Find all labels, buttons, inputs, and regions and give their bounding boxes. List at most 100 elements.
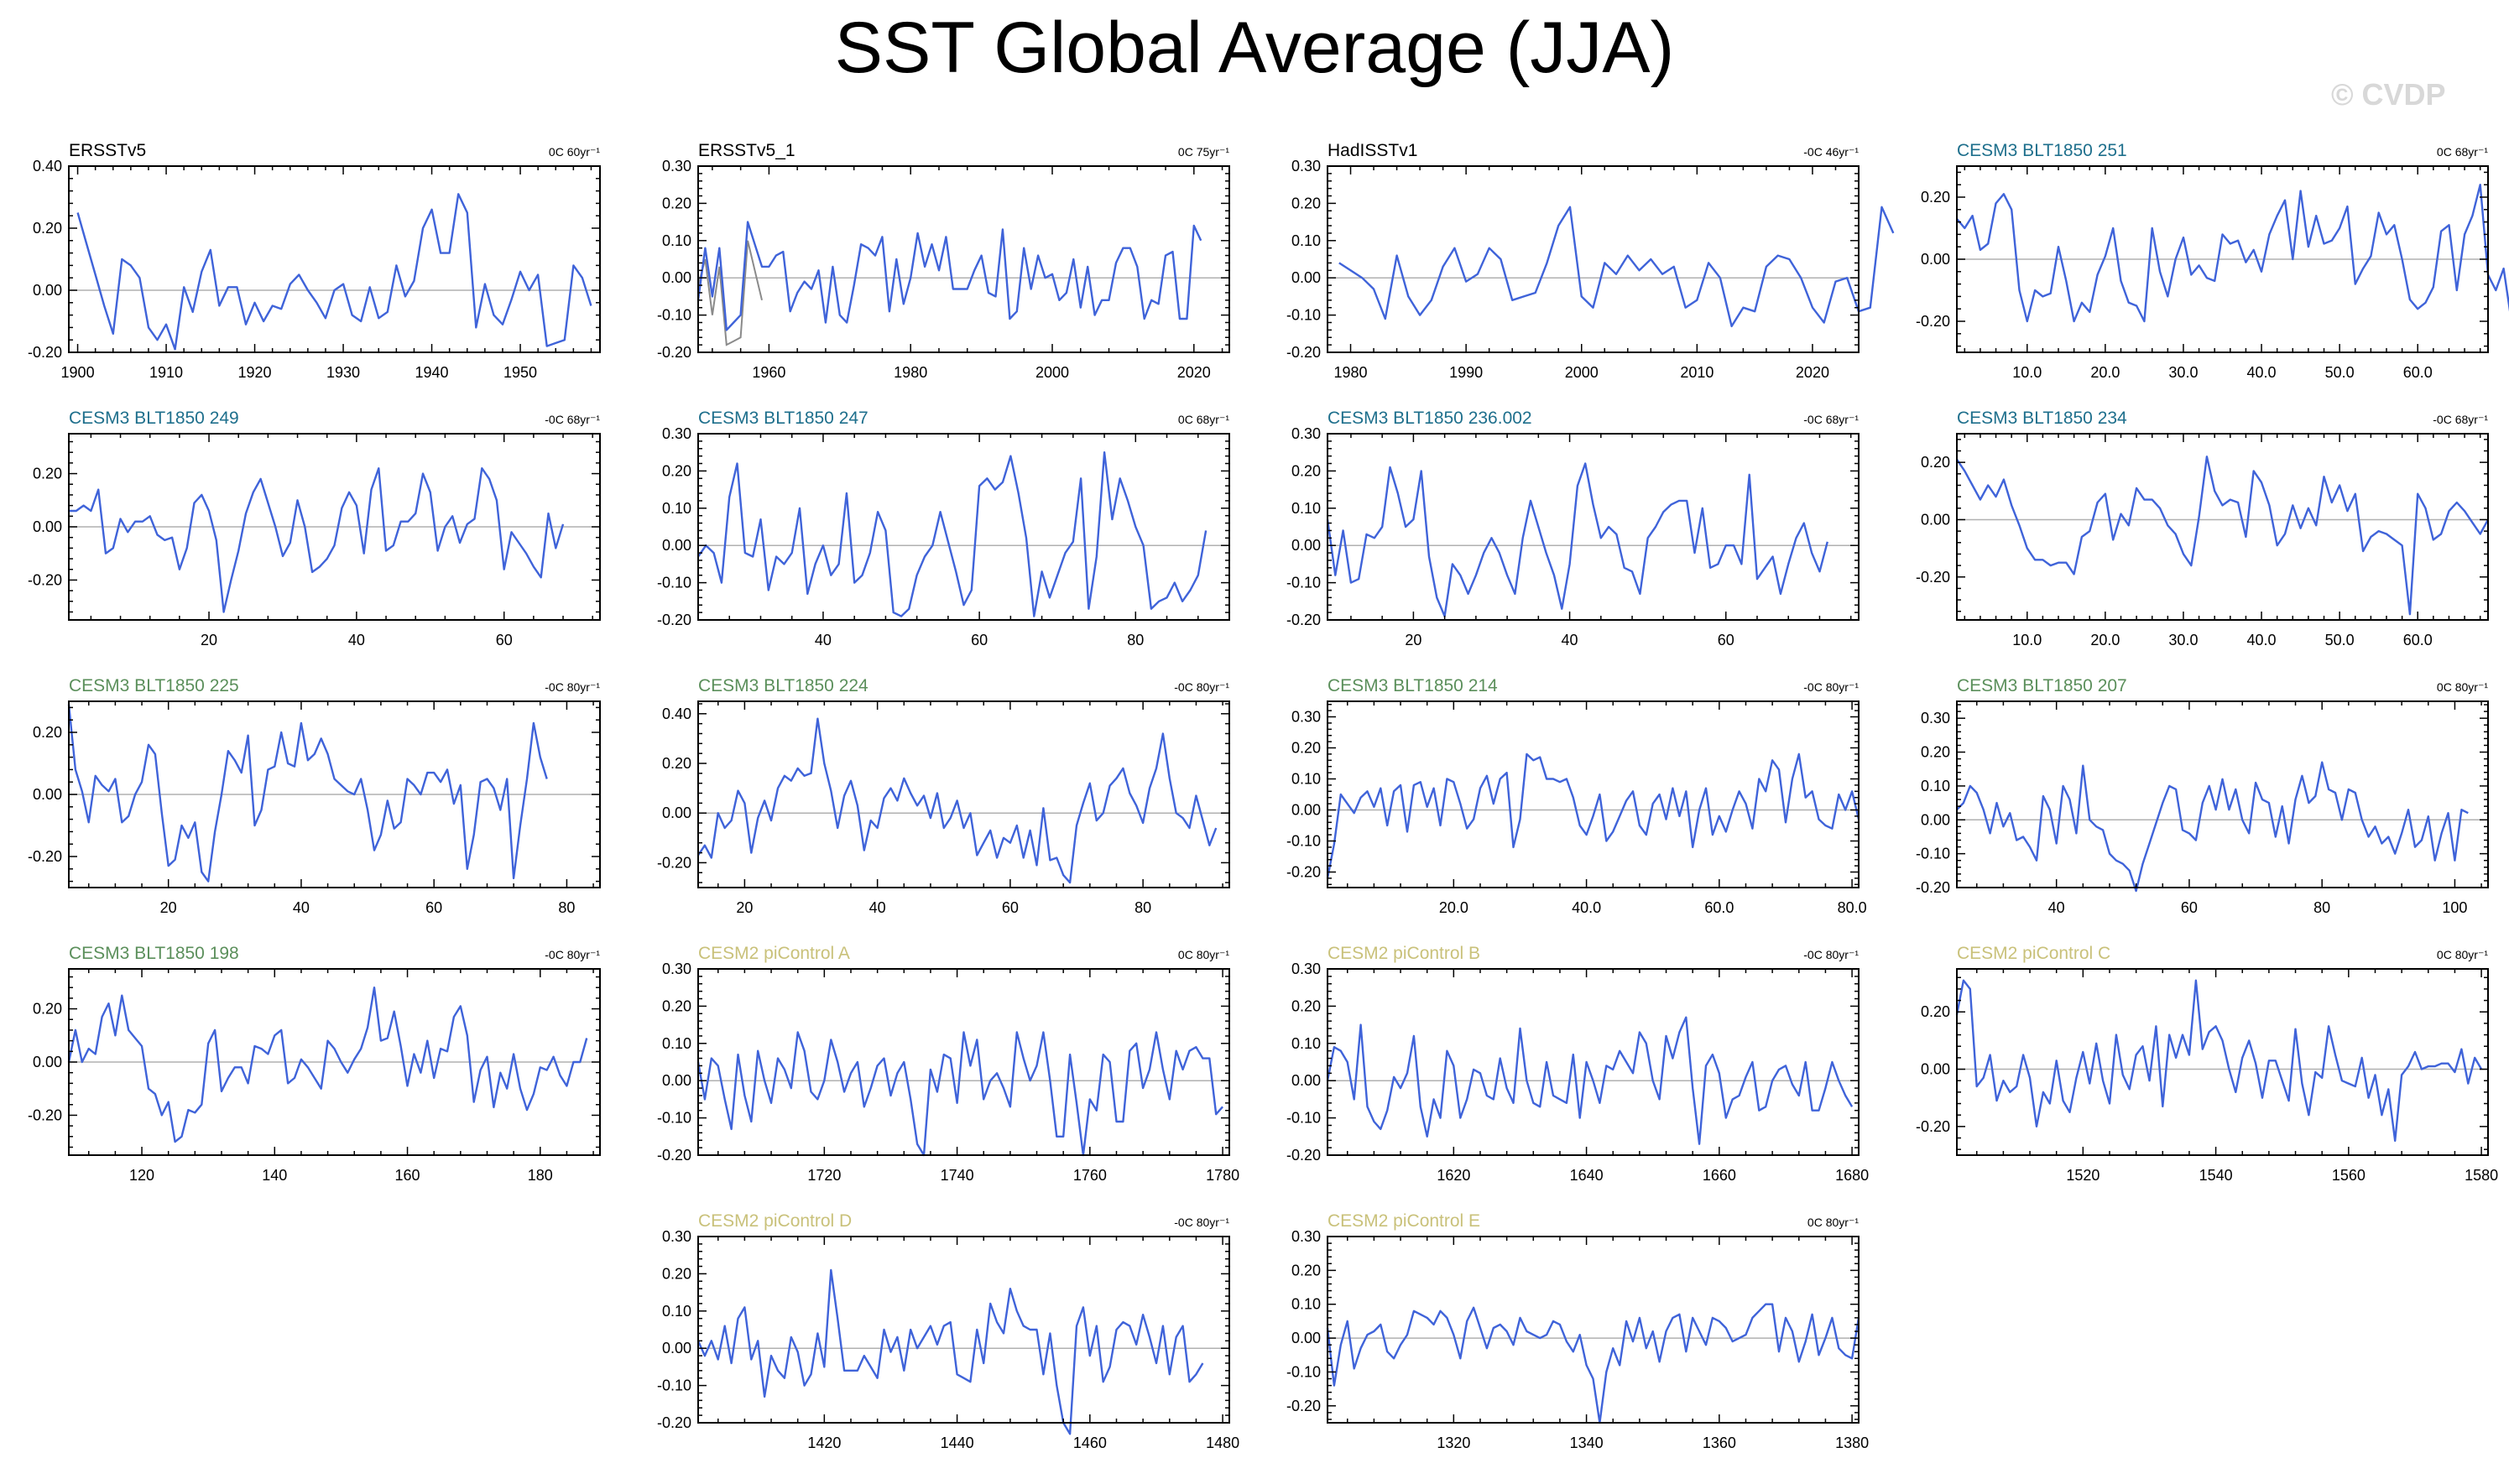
y-tick-label: 0.20 (662, 195, 691, 211)
y-tick-label: -0.20 (1916, 879, 1950, 896)
series-line (1955, 979, 2483, 1143)
y-tick-label: 0.30 (662, 961, 691, 977)
page-title: SST Global Average (JJA) (834, 8, 1675, 88)
chart-panel: 40 60 80 -0.20 -0.10 0.00 0.10 0.20 0.30 CESM3 BL… (657, 409, 1230, 648)
y-tick-label: 0.10 (662, 500, 691, 517)
y-tick-label: 0.30 (1291, 709, 1321, 726)
y-tick-label: -0.10 (657, 575, 691, 591)
y-tick-label: 0.40 (33, 158, 62, 174)
y-tick-label: 0.30 (662, 1228, 691, 1245)
y-tick-label: 0.20 (1291, 462, 1321, 479)
x-tick-label: 30.0 (2168, 364, 2198, 381)
y-tick-label: 0.00 (662, 537, 691, 554)
series-line (67, 987, 588, 1143)
series-line (1326, 752, 1860, 879)
x-tick-label: 100 (2442, 899, 2467, 916)
plot-frame (1327, 165, 1860, 353)
x-tick-label: 1480 (1206, 1435, 1239, 1451)
panel-title: CESM2 piControl D (698, 1211, 852, 1231)
y-tick-label: 0.20 (1291, 997, 1321, 1014)
panel-title: CESM3 BLT1850 234 (1957, 409, 2127, 428)
x-tick-label: 180 (528, 1167, 553, 1184)
plot-frame (1327, 968, 1860, 1156)
x-tick-label: 10.0 (2012, 364, 2042, 381)
trend-label: -0C 80yr⁻¹ (545, 948, 600, 961)
y-tick-label: 0.20 (1291, 740, 1321, 757)
panel-title: CESM3 BLT1850 224 (698, 676, 868, 695)
x-tick-label: 1440 (941, 1435, 974, 1451)
trend-label: -0C 80yr⁻¹ (545, 680, 600, 694)
y-tick-label: 0.00 (1291, 537, 1321, 554)
trend-label: -0C 80yr⁻¹ (1803, 680, 1859, 694)
y-tick-label: 0.10 (1291, 771, 1321, 788)
x-tick-label: 20.0 (2090, 632, 2120, 648)
y-tick-label: -0.10 (1916, 846, 1950, 862)
trend-label: 0C 68yr⁻¹ (2437, 145, 2488, 159)
y-tick-label: 0.00 (662, 1340, 691, 1356)
y-tick-label: 0.00 (1291, 1072, 1321, 1089)
y-tick-label: 0.00 (1921, 511, 1950, 528)
x-tick-label: 1560 (2332, 1167, 2366, 1184)
y-tick-label: -0.10 (657, 1110, 691, 1127)
x-tick-label: 1640 (1570, 1167, 1604, 1184)
watermark: © CVDP (2331, 77, 2446, 112)
y-tick-label: 0.30 (1291, 158, 1321, 174)
series-line (1326, 462, 1828, 617)
x-tick-label: 1740 (941, 1167, 974, 1184)
series-line (1956, 184, 2509, 323)
plot-frame (697, 433, 1230, 621)
plot-frame (1956, 433, 2489, 621)
y-tick-label: -0.20 (1286, 612, 1321, 628)
y-tick-label: 0.20 (1291, 195, 1321, 211)
x-tick-label: 60 (971, 632, 988, 648)
y-tick-label: -0.10 (657, 1377, 691, 1394)
y-tick-label: -0.20 (1916, 1118, 1950, 1135)
panel-title: HadISSTv1 (1328, 141, 1417, 160)
panel-title: CESM3 BLT1850 207 (1957, 676, 2127, 695)
y-tick-label: -0.20 (657, 1147, 691, 1164)
x-tick-label: 80 (2313, 899, 2330, 916)
trend-label: 0C 80yr⁻¹ (1178, 948, 1229, 961)
series-line (1326, 1303, 1860, 1424)
x-tick-label: 1320 (1437, 1435, 1470, 1451)
y-tick-label: 0.00 (1921, 1061, 1950, 1078)
trend-label: -0C 68yr⁻¹ (545, 413, 600, 426)
y-tick-label: 0.00 (33, 786, 62, 803)
x-tick-label: 1760 (1073, 1167, 1107, 1184)
x-tick-label: 60.0 (2403, 632, 2433, 648)
x-tick-label: 1660 (1703, 1167, 1736, 1184)
x-tick-label: 1460 (1073, 1435, 1107, 1451)
y-tick-label: 0.00 (33, 282, 62, 299)
x-tick-label: 40.0 (1572, 899, 1601, 916)
panel-title: CESM3 BLT1850 198 (69, 944, 239, 963)
x-tick-label: 80.0 (1838, 899, 1867, 916)
panel-title: CESM3 BLT1850 236.002 (1328, 409, 1532, 428)
y-tick-label: -0.10 (1286, 833, 1321, 850)
y-tick-label: 0.20 (662, 755, 691, 772)
y-tick-label: -0.20 (28, 848, 62, 865)
plot-frame (697, 700, 1230, 888)
x-tick-label: 1680 (1835, 1167, 1869, 1184)
panel-title: CESM2 piControl B (1328, 944, 1480, 963)
y-tick-label: 0.30 (1291, 425, 1321, 442)
y-tick-label: 0.00 (662, 804, 691, 821)
y-tick-label: 0.00 (1921, 811, 1950, 828)
chart-panel: 1960 1980 2000 2020 -0.20 -0.10 0.00 0.10 0.20 0.… (657, 141, 1230, 381)
x-tick-label: 40 (1562, 632, 1578, 648)
plot-frame (697, 968, 1230, 1156)
panel-title: CESM3 BLT1850 225 (69, 676, 239, 695)
x-tick-label: 30.0 (2168, 632, 2198, 648)
y-tick-label: -0.20 (1286, 344, 1321, 361)
trend-label: 0C 60yr⁻¹ (549, 145, 600, 159)
y-tick-label: 0.20 (33, 466, 62, 482)
x-tick-label: 20 (201, 632, 217, 648)
y-tick-label: 0.00 (1921, 251, 1950, 268)
y-tick-label: -0.20 (28, 1106, 62, 1123)
y-tick-label: 0.10 (1291, 1035, 1321, 1052)
x-tick-label: 2020 (1796, 364, 1829, 381)
y-tick-label: 0.20 (1921, 744, 1950, 761)
y-tick-label: 0.10 (1921, 778, 1950, 794)
y-tick-label: 0.00 (33, 1054, 62, 1070)
x-tick-label: 20.0 (1439, 899, 1468, 916)
chart-panel: 20 40 60 -0.20 -0.10 0.00 0.10 0.20 0.30 CESM3 BL… (1286, 409, 1860, 648)
